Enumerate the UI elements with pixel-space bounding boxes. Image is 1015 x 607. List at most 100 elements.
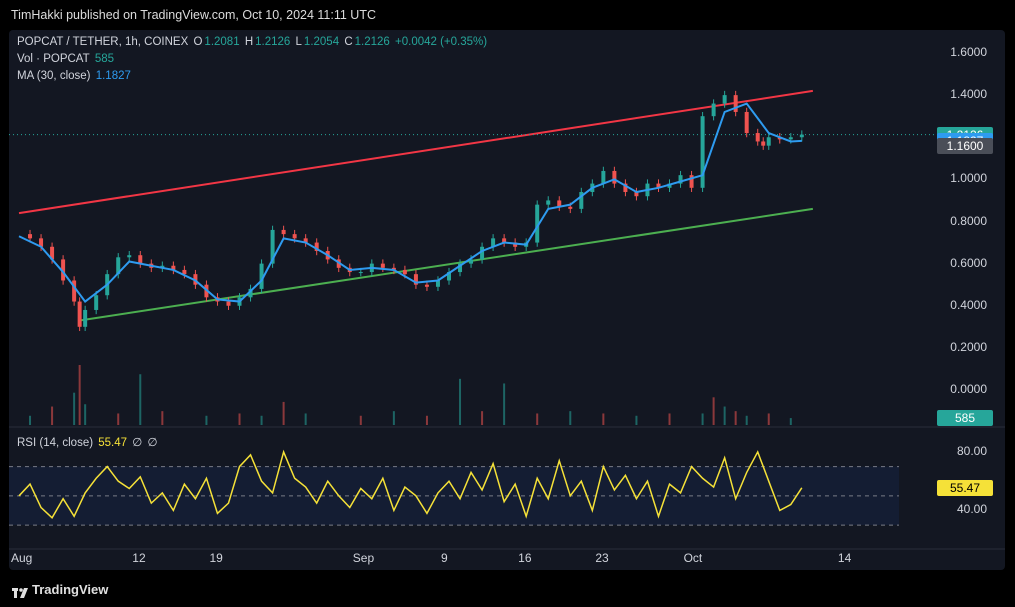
rsi-tick-label[interactable]: 40.00	[956, 502, 987, 517]
volume-tag: 585	[937, 410, 993, 426]
candle-body	[788, 137, 793, 140]
price-tick-label[interactable]: 0.8000	[950, 213, 987, 228]
volume-bar	[503, 383, 506, 425]
price-tick-label[interactable]: 1.4000	[950, 87, 987, 102]
candle-body	[435, 280, 440, 287]
volume-bar	[602, 413, 605, 425]
change-value: +0.0042 (+0.35%)	[395, 36, 488, 48]
legend-symbol-row: POPCAT / TETHER, 1h, COINEX O 1.2081 H 1.2…	[17, 36, 489, 48]
price-tick-label[interactable]: 1.0000	[950, 171, 987, 186]
rsi-tag: 55.47	[937, 479, 993, 496]
volume-bar	[117, 413, 120, 425]
symbol-label[interactable]: POPCAT / TETHER, 1h, COINEX	[17, 36, 189, 48]
time-tick-label[interactable]: 14	[837, 551, 852, 565]
volume-bars	[29, 365, 792, 425]
candle-body	[83, 309, 88, 327]
volume-bar	[425, 415, 428, 425]
price-tick-label[interactable]: 0.6000	[950, 255, 987, 270]
candle-body	[744, 111, 749, 134]
time-tick-label[interactable]: Oct	[683, 551, 703, 565]
volume-bar	[29, 415, 32, 425]
candle-body	[513, 242, 518, 247]
candle-body	[623, 183, 628, 193]
time-tick-label[interactable]: 12	[132, 551, 146, 565]
candle-body	[391, 267, 396, 270]
volume-bar	[701, 413, 704, 425]
candle-body	[39, 238, 44, 247]
candle-body	[116, 257, 121, 275]
candle-body	[546, 200, 551, 205]
ma-line	[18, 102, 802, 303]
null-icon: ∅	[132, 437, 143, 449]
time-tick-label[interactable]: 19	[209, 551, 223, 565]
price-tag: 1.1600	[937, 137, 993, 154]
volume-bar	[78, 365, 81, 425]
volume-bar	[139, 374, 142, 425]
price-tick-label[interactable]: 0.0000	[950, 382, 987, 396]
candle-body	[50, 246, 55, 260]
volume-bar	[668, 413, 671, 425]
candle-body	[761, 141, 766, 146]
price-tick-label[interactable]: 1.6000	[950, 45, 987, 59]
rsi-tick-label[interactable]: 80.00	[956, 443, 987, 458]
candle-body	[292, 234, 297, 239]
candle-body	[733, 95, 738, 112]
rsi-line	[18, 449, 803, 519]
candle-body	[568, 206, 573, 209]
time-tick-label[interactable]: 23	[595, 551, 609, 565]
tradingview-logo[interactable]: TradingView	[12, 582, 109, 598]
volume-bar	[359, 415, 362, 425]
candle-body	[160, 265, 165, 268]
volume-bar	[723, 406, 726, 425]
trendlines	[9, 89, 937, 322]
resistance-trendline	[18, 89, 813, 215]
candle-body	[458, 263, 463, 273]
chart-frame[interactable]: POPCAT / TETHER, 1h, COINEX O 1.2081 H 1.2…	[9, 30, 1005, 570]
candle-body	[755, 133, 760, 142]
legend-volume-row: Vol · POPCAT 585	[17, 53, 116, 65]
candle-body	[601, 170, 606, 184]
volume-bar	[84, 404, 87, 425]
volume-bar	[536, 413, 539, 425]
publish-info: TimHakki published on TradingView.com, O…	[11, 8, 376, 22]
candle-body	[281, 229, 286, 235]
chart-canvas[interactable]	[9, 30, 1005, 570]
ma-series	[18, 102, 802, 303]
low-value: 1.2054	[303, 36, 340, 48]
legend-ma-row: MA (30, close) 1.1827	[17, 70, 133, 82]
rsi-label[interactable]: RSI (14, close)	[17, 437, 94, 449]
volume-label[interactable]: Vol · POPCAT	[17, 53, 90, 65]
candle-body	[469, 259, 474, 264]
volume-bar	[282, 401, 285, 425]
price-tick-label[interactable]: 0.2000	[950, 339, 987, 354]
tv-logo-icon	[12, 586, 28, 598]
time-tick-label[interactable]: 9	[441, 551, 448, 565]
time-tick-label[interactable]: Aug	[11, 551, 33, 565]
ma-label[interactable]: MA (30, close)	[17, 70, 91, 82]
time-tick-label[interactable]: Sep	[352, 551, 375, 565]
candle-body	[28, 234, 33, 239]
volume-bar	[459, 378, 462, 425]
volume-bar	[745, 415, 748, 425]
candle-body	[138, 255, 143, 264]
volume-bar	[205, 415, 208, 425]
close-label: C	[344, 36, 353, 48]
candle-body	[656, 183, 661, 188]
volume-value: 585	[94, 53, 115, 65]
footer-bar	[0, 570, 1015, 607]
high-label: H	[244, 36, 254, 48]
price-tick-label[interactable]: 0.4000	[950, 297, 987, 312]
time-tick-label[interactable]: 16	[518, 551, 532, 565]
candle-body	[424, 284, 429, 287]
volume-bar	[260, 415, 263, 425]
volume-bar	[569, 411, 572, 425]
candle-body	[502, 238, 507, 243]
candle-body	[722, 95, 727, 104]
brand-name: TradingView	[32, 582, 109, 597]
candle-body	[535, 204, 540, 243]
candle-body	[248, 288, 253, 298]
open-label: O	[193, 36, 203, 48]
candle-body	[303, 238, 308, 243]
candle-body	[358, 272, 363, 274]
candle-body	[413, 274, 418, 285]
